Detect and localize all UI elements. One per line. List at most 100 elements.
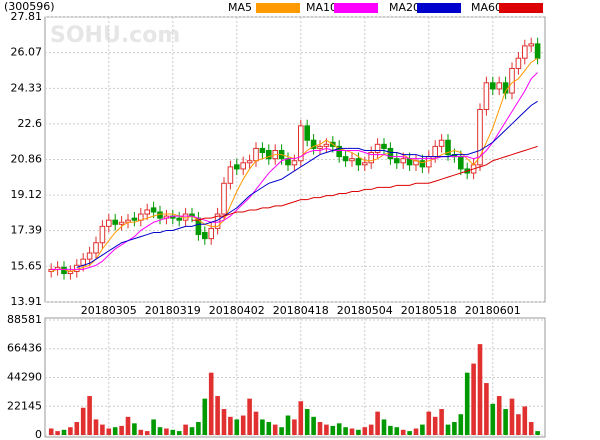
- legend-label: MA60: [471, 1, 502, 14]
- x-tick-label: 20180504: [337, 304, 393, 317]
- legend-label: MA10: [306, 1, 337, 14]
- candle-body: [445, 139, 451, 156]
- volume-bar: [516, 414, 521, 435]
- y-tick-label: 0: [35, 428, 42, 440]
- volume-bar: [125, 416, 131, 435]
- candle-body: [266, 149, 272, 160]
- volume-bar: [528, 422, 534, 435]
- volume-bar: [356, 429, 361, 435]
- volume-bar: [432, 416, 438, 435]
- volume-bar: [349, 428, 355, 435]
- candle-body: [202, 231, 208, 240]
- candle-body: [400, 158, 406, 164]
- volume-bar: [362, 427, 368, 435]
- x-tick-label: 20180518: [401, 304, 457, 317]
- volume-bar: [394, 427, 400, 435]
- volume-bar: [215, 396, 220, 435]
- candle-body: [522, 45, 528, 59]
- legend-swatch: [417, 3, 461, 13]
- candle-body: [528, 43, 535, 47]
- candle-body: [131, 217, 138, 221]
- volume-bar: [61, 429, 67, 435]
- volume-bar: [100, 424, 105, 435]
- candle-body: [483, 82, 490, 110]
- volume-bar: [170, 429, 176, 435]
- volume-bar: [189, 427, 195, 435]
- volume-bar: [381, 419, 387, 435]
- candle-body: [342, 156, 349, 162]
- volume-bar: [464, 372, 470, 435]
- legend-swatch: [256, 3, 300, 13]
- candle-body: [99, 225, 106, 244]
- volume-bar: [202, 398, 208, 435]
- volume-bar: [196, 422, 201, 435]
- x-tick-label: 20180418: [273, 304, 329, 317]
- volume-bar: [400, 429, 406, 435]
- volume-bar: [439, 409, 444, 435]
- y-tick-label: 24.33: [11, 81, 43, 94]
- volume-bar: [87, 396, 92, 435]
- volume-bar: [298, 401, 304, 435]
- candle-body: [381, 143, 387, 149]
- candle-body: [310, 139, 317, 149]
- watermark: SOHU.com: [50, 23, 180, 48]
- volume-bar: [535, 431, 540, 435]
- volume-bar: [132, 423, 137, 435]
- candle-body: [106, 219, 112, 227]
- y-tick-label: 19.12: [11, 188, 43, 201]
- candle-body: [86, 252, 93, 260]
- candle-body: [176, 217, 182, 221]
- volume-bar: [74, 422, 80, 435]
- candle-body: [227, 166, 234, 184]
- legend-label: MA5: [228, 1, 252, 14]
- volume-bar: [80, 407, 86, 435]
- candle-body: [291, 160, 298, 166]
- candle-body: [234, 164, 240, 170]
- volume-bar: [490, 403, 496, 435]
- ma-line: [51, 72, 538, 270]
- y-tick-label: 20.86: [11, 153, 43, 166]
- candle-body: [118, 221, 125, 225]
- volume-bar: [48, 428, 54, 435]
- y-tick-label: 17.39: [11, 224, 43, 237]
- candle-body: [304, 125, 310, 141]
- candle-body: [509, 67, 515, 94]
- ma-line: [192, 145, 538, 221]
- candle-body: [208, 227, 214, 240]
- legend-swatch: [334, 3, 378, 13]
- y-tick-label: 22145: [7, 399, 42, 412]
- ma-line: [76, 100, 538, 268]
- candle-body: [355, 158, 362, 166]
- y-tick-label: 26.07: [11, 46, 43, 59]
- candle-body: [368, 152, 374, 164]
- candle-body: [458, 156, 464, 170]
- volume-bar: [522, 406, 528, 435]
- volume-bar: [413, 428, 419, 435]
- y-tick-label: 27.81: [11, 10, 43, 23]
- volume-bar: [336, 423, 342, 435]
- legend-swatch: [499, 3, 543, 13]
- volume-bar: [304, 409, 310, 435]
- volume-bar: [426, 411, 432, 435]
- volume-bar: [330, 425, 336, 435]
- candle-body: [144, 209, 150, 215]
- y-tick-label: 13.91: [11, 295, 43, 308]
- volume-bar: [240, 415, 246, 435]
- volume-bar: [183, 424, 188, 435]
- x-tick-label: 20180319: [145, 304, 201, 317]
- volume-bar: [55, 431, 60, 435]
- volume-bar: [484, 383, 489, 435]
- candle-body: [515, 57, 522, 69]
- x-tick-label: 20180305: [81, 304, 137, 317]
- candle-body: [349, 158, 355, 162]
- volume-bar: [343, 427, 348, 435]
- volume-bar: [176, 431, 182, 435]
- candle-body: [432, 145, 438, 158]
- candle-body: [323, 143, 330, 147]
- volume-bar: [496, 396, 502, 435]
- volume-bar: [285, 415, 291, 435]
- volume-bar: [477, 344, 483, 435]
- candle-body: [438, 139, 445, 147]
- y-tick-label: 22.6: [18, 117, 43, 130]
- volume-bar: [119, 425, 124, 435]
